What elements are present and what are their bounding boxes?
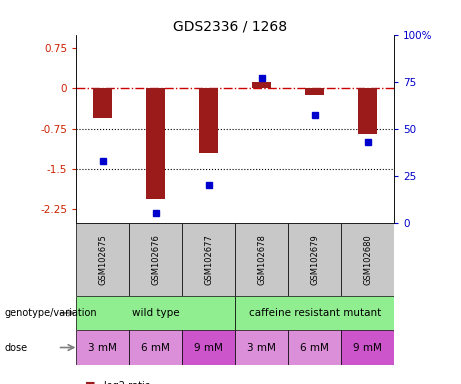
Text: GSM102676: GSM102676 xyxy=(151,234,160,285)
Text: GSM102677: GSM102677 xyxy=(204,234,213,285)
Text: log2 ratio: log2 ratio xyxy=(104,381,150,384)
Text: 3 mM: 3 mM xyxy=(247,343,276,353)
Bar xyxy=(341,330,394,365)
Bar xyxy=(288,330,341,365)
Bar xyxy=(358,88,377,134)
Text: 9 mM: 9 mM xyxy=(353,343,382,353)
Text: 6 mM: 6 mM xyxy=(300,343,329,353)
Bar xyxy=(252,82,271,88)
Bar xyxy=(182,330,235,365)
Bar xyxy=(76,223,129,296)
Bar xyxy=(235,330,288,365)
Text: GSM102675: GSM102675 xyxy=(98,234,107,285)
Text: ■: ■ xyxy=(85,381,96,384)
Bar xyxy=(182,223,235,296)
Bar xyxy=(199,88,218,153)
Text: 3 mM: 3 mM xyxy=(88,343,117,353)
Text: 9 mM: 9 mM xyxy=(194,343,223,353)
Text: wild type: wild type xyxy=(132,308,179,318)
Text: GSM102680: GSM102680 xyxy=(363,234,372,285)
Text: caffeine resistant mutant: caffeine resistant mutant xyxy=(248,308,381,318)
Bar xyxy=(129,223,182,296)
Bar xyxy=(129,330,182,365)
Bar xyxy=(76,330,129,365)
Bar xyxy=(235,223,288,296)
Text: 6 mM: 6 mM xyxy=(141,343,170,353)
Bar xyxy=(288,223,341,296)
Bar xyxy=(76,296,235,330)
Bar xyxy=(235,296,394,330)
Text: genotype/variation: genotype/variation xyxy=(5,308,97,318)
Text: GSM102678: GSM102678 xyxy=(257,234,266,285)
Bar xyxy=(305,88,324,95)
Bar xyxy=(146,88,165,199)
Text: GDS2336 / 1268: GDS2336 / 1268 xyxy=(173,19,288,33)
Text: dose: dose xyxy=(5,343,28,353)
Text: GSM102679: GSM102679 xyxy=(310,234,319,285)
Bar xyxy=(93,88,112,118)
Bar xyxy=(341,223,394,296)
